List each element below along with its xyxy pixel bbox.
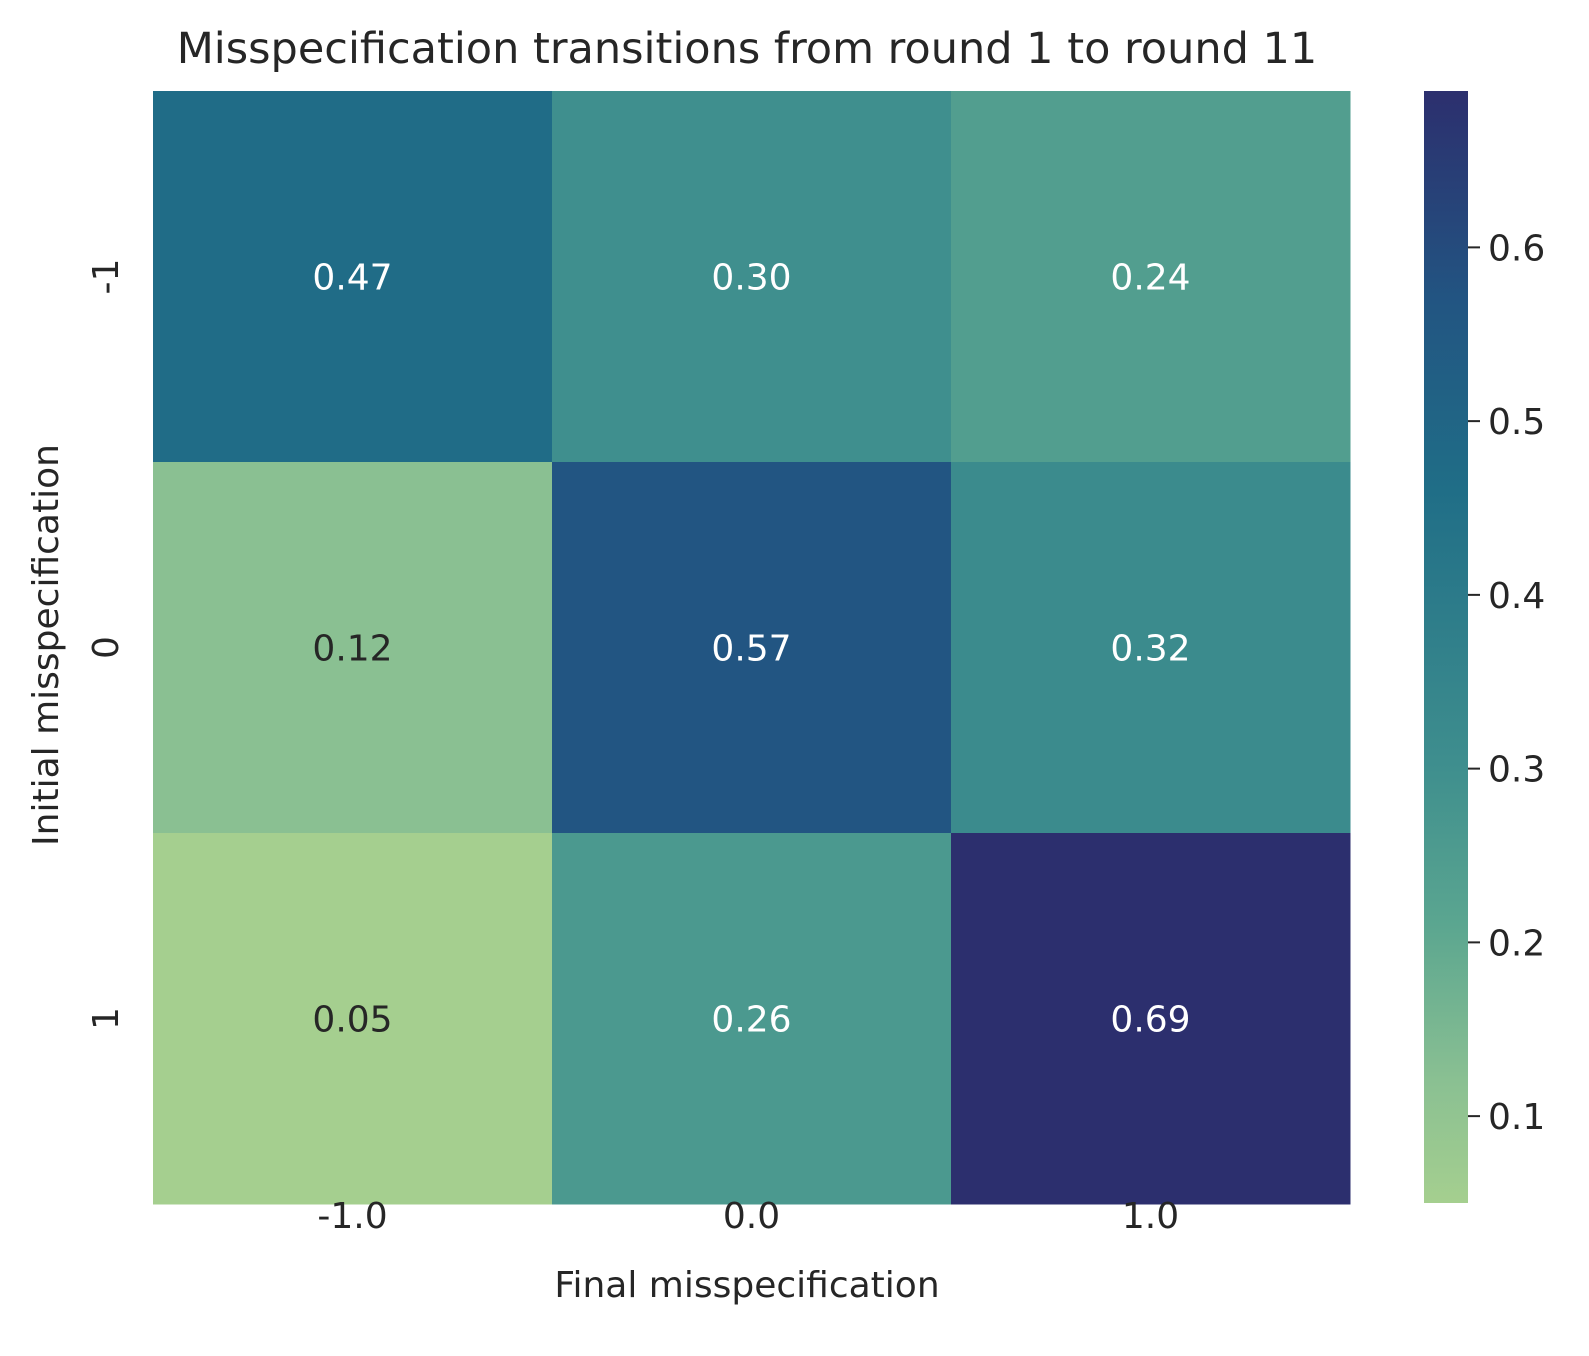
cell-value-label: 0.24 (1110, 258, 1190, 299)
heatmap-cell-r2-c0 (153, 833, 553, 1205)
cell-value-label: 0.12 (312, 629, 392, 670)
colorbar-tick-label: 0.4 (1488, 576, 1545, 617)
cell-value-label: 0.26 (711, 1000, 791, 1041)
y-tick-label: 0 (86, 636, 127, 659)
colorbar-ticks: 0.1 0.2 0.3 0.4 0.5 0.6 (1468, 228, 1545, 1138)
colorbar-tick-label: 0.3 (1488, 750, 1545, 791)
heatmap-cell-r1-c1 (552, 462, 952, 834)
heatmap-cell-r0-c2 (951, 91, 1351, 463)
heatmap-cell-r2-c2 (951, 833, 1351, 1205)
heatmap-cell-r1-c2 (951, 462, 1351, 834)
heatmap-cell-labels: 0.47 0.30 0.24 0.12 0.57 0.32 0.05 0.26 0.69 (312, 258, 1190, 1041)
colorbar-tick-label: 0.6 (1488, 228, 1545, 269)
y-axis-ticks: -1 0 1 (86, 259, 127, 1030)
colorbar (1424, 91, 1468, 1203)
heatmap-cell-r1-c0 (153, 462, 553, 834)
x-tick-label: 1.0 (1122, 1196, 1179, 1237)
cell-value-label: 0.47 (312, 258, 392, 299)
cell-value-label: 0.32 (1110, 629, 1190, 670)
cell-value-label: 0.57 (711, 629, 791, 670)
y-axis-label: Initial misspecification (26, 444, 67, 846)
colorbar-tick-label: 0.2 (1488, 923, 1545, 964)
cell-value-label: 0.05 (312, 1000, 392, 1041)
x-tick-label: 0.0 (723, 1196, 780, 1237)
chart-title: Misspecification transitions from round … (177, 24, 1318, 74)
heatmap-cells (153, 91, 1351, 1205)
heatmap-cell-r2-c1 (552, 833, 952, 1205)
heatmap-cell-r0-c0 (153, 91, 553, 463)
x-axis-label: Final misspecification (554, 1265, 939, 1306)
y-tick-label: -1 (86, 259, 127, 295)
heatmap-cell-r0-c1 (552, 91, 952, 463)
colorbar-tick-label: 0.5 (1488, 402, 1545, 443)
x-tick-label: -1.0 (317, 1196, 387, 1237)
cell-value-label: 0.69 (1110, 1000, 1190, 1041)
y-tick-label: 1 (86, 1007, 127, 1030)
colorbar-tick-label: 0.1 (1488, 1097, 1545, 1138)
x-axis-ticks: -1.0 0.0 1.0 (317, 1196, 1179, 1237)
cell-value-label: 0.30 (711, 258, 791, 299)
